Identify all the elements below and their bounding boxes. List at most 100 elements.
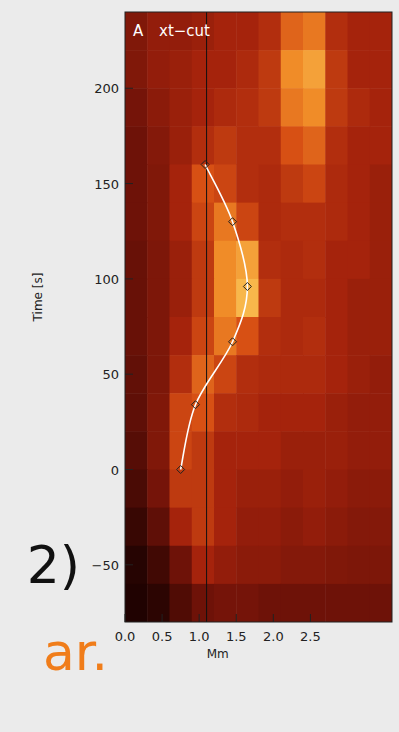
x-tick-label: 1.0 xyxy=(189,629,210,644)
heat-cell xyxy=(192,241,215,280)
heat-cell xyxy=(259,165,282,204)
heat-cell xyxy=(125,279,148,318)
heat-cell xyxy=(303,546,326,585)
heat-cell xyxy=(348,279,371,318)
heat-cell xyxy=(325,317,348,356)
x-tick-label: 1.5 xyxy=(226,629,247,644)
heat-cell xyxy=(170,50,193,89)
heat-cell xyxy=(325,126,348,165)
heat-cell xyxy=(325,355,348,394)
heat-cell xyxy=(348,203,371,242)
heat-cell xyxy=(325,279,348,318)
heat-cell xyxy=(259,546,282,585)
panel-label: A xyxy=(133,22,144,40)
heat-cell xyxy=(170,126,193,165)
y-tick-label: 150 xyxy=(94,177,119,192)
x-tick xyxy=(162,614,163,622)
heat-cell xyxy=(125,317,148,356)
heat-cell xyxy=(281,241,304,280)
heat-cell xyxy=(370,88,392,127)
x-tick xyxy=(273,614,274,622)
heat-cell xyxy=(236,546,259,585)
heat-cell xyxy=(281,355,304,394)
heat-cell xyxy=(348,355,371,394)
heat-cell xyxy=(325,470,348,509)
heat-cell xyxy=(192,203,215,242)
heat-cell xyxy=(214,241,237,280)
heat-cell xyxy=(281,393,304,432)
heat-cell xyxy=(192,50,215,89)
heat-cell xyxy=(370,12,392,51)
heat-cell xyxy=(125,241,148,280)
heat-cell xyxy=(370,241,392,280)
heat-cell xyxy=(303,126,326,165)
heat-cell xyxy=(348,546,371,585)
heat-cell xyxy=(281,431,304,470)
heat-cell xyxy=(125,203,148,242)
heat-cell xyxy=(325,203,348,242)
heat-cell xyxy=(281,12,304,51)
heat-cell xyxy=(236,584,259,622)
heat-cell xyxy=(236,355,259,394)
heat-cell xyxy=(303,88,326,127)
heat-cell xyxy=(259,355,282,394)
heat-cell xyxy=(281,279,304,318)
heat-cell xyxy=(236,393,259,432)
heat-cell xyxy=(281,203,304,242)
track-point xyxy=(243,283,251,291)
heat-cell xyxy=(348,12,371,51)
heat-cell xyxy=(214,50,237,89)
heat-cell xyxy=(325,431,348,470)
heat-cell xyxy=(370,165,392,204)
x-tick-label: 0.0 xyxy=(115,629,136,644)
x-tick xyxy=(125,614,126,622)
heat-cell xyxy=(170,584,193,622)
heat-cell xyxy=(147,584,170,622)
heat-cell xyxy=(259,12,282,51)
heat-cell xyxy=(214,88,237,127)
heat-cell xyxy=(125,50,148,89)
track-point xyxy=(229,218,237,226)
heat-cell xyxy=(348,50,371,89)
heat-cell xyxy=(147,317,170,356)
heat-cell xyxy=(348,431,371,470)
heat-cell xyxy=(214,165,237,204)
heat-cell xyxy=(303,279,326,318)
y-tick-label: 100 xyxy=(94,272,119,287)
heat-cell xyxy=(281,508,304,547)
heat-cell xyxy=(259,88,282,127)
heat-cell xyxy=(170,508,193,547)
heat-cell xyxy=(303,317,326,356)
track-point xyxy=(229,338,237,346)
heat-cell xyxy=(192,317,215,356)
heat-cell xyxy=(170,165,193,204)
heat-cell xyxy=(303,431,326,470)
heat-cell xyxy=(259,431,282,470)
heat-cell xyxy=(214,317,237,356)
heat-cell xyxy=(214,12,237,51)
heat-cell xyxy=(303,241,326,280)
heat-cell xyxy=(370,50,392,89)
heat-cell xyxy=(192,355,215,394)
heat-cell xyxy=(325,88,348,127)
heat-cell xyxy=(214,355,237,394)
heat-cell xyxy=(281,88,304,127)
heat-cell xyxy=(370,393,392,432)
track-line xyxy=(181,165,248,470)
heat-cell xyxy=(281,584,304,622)
track-point xyxy=(201,161,209,169)
heat-cell xyxy=(192,584,215,622)
heat-cell xyxy=(147,241,170,280)
heat-cell xyxy=(147,470,170,509)
heat-cell xyxy=(348,470,371,509)
heat-cell xyxy=(125,470,148,509)
heat-cell xyxy=(303,165,326,204)
heat-cell xyxy=(259,584,282,622)
heat-cell xyxy=(303,203,326,242)
heat-cell xyxy=(192,508,215,547)
heat-cell xyxy=(303,508,326,547)
heat-cell xyxy=(192,546,215,585)
heat-cell xyxy=(125,88,148,127)
x-tick-label: 2.0 xyxy=(263,629,284,644)
heat-cell xyxy=(147,546,170,585)
